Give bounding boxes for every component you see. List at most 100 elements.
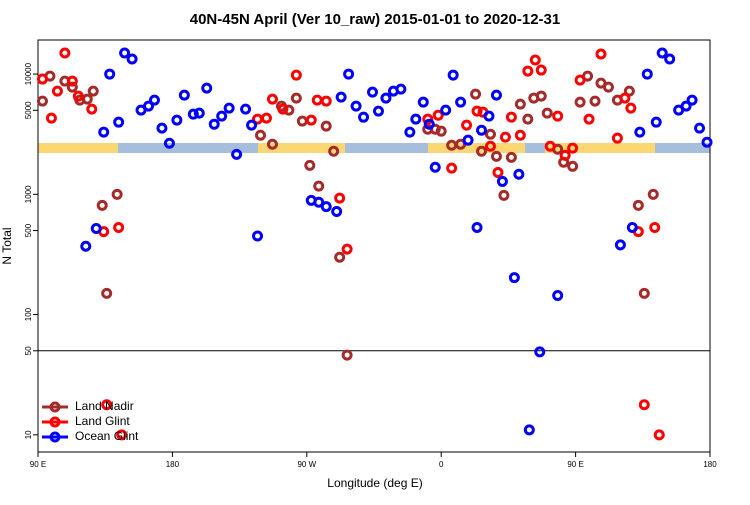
- point: [514, 129, 526, 141]
- point: [66, 81, 78, 93]
- point: [156, 122, 168, 134]
- x-tick-label: 90 E: [567, 460, 583, 469]
- point: [334, 192, 346, 204]
- point: [266, 93, 278, 105]
- point: [638, 287, 650, 299]
- point: [231, 148, 243, 160]
- point: [694, 122, 706, 134]
- point: [187, 108, 199, 120]
- point: [341, 243, 353, 255]
- point: [266, 138, 278, 150]
- point: [664, 53, 676, 65]
- point: [476, 145, 488, 157]
- point: [404, 126, 416, 138]
- point: [552, 110, 564, 122]
- point: [650, 116, 662, 128]
- x-tick-label: 90 E: [30, 460, 46, 469]
- point: [625, 102, 637, 114]
- point: [90, 222, 102, 234]
- point: [535, 90, 547, 102]
- point: [626, 221, 638, 233]
- point: [529, 54, 541, 66]
- point: [87, 85, 99, 97]
- point: [535, 64, 547, 76]
- point: [101, 399, 113, 411]
- point: [304, 159, 316, 171]
- legend-marker: [49, 401, 61, 413]
- point: [66, 75, 78, 87]
- point: [471, 105, 483, 117]
- point: [476, 124, 488, 136]
- point: [619, 92, 631, 104]
- point: [341, 349, 353, 361]
- legend-marker: [49, 416, 61, 428]
- point: [552, 290, 564, 302]
- point: [440, 104, 452, 116]
- point: [484, 128, 496, 140]
- point: [490, 89, 502, 101]
- point: [335, 91, 347, 103]
- point: [208, 118, 220, 130]
- point: [104, 68, 116, 80]
- point: [334, 251, 346, 263]
- point: [589, 95, 601, 107]
- point: [116, 429, 128, 441]
- point: [686, 94, 698, 106]
- point: [602, 81, 614, 93]
- point: [559, 149, 571, 161]
- point: [45, 112, 57, 124]
- y-tick-label: 10000: [24, 62, 33, 85]
- point: [513, 168, 525, 180]
- point: [111, 188, 123, 200]
- point: [96, 199, 108, 211]
- point: [36, 73, 48, 85]
- y-tick-label: 50: [24, 346, 33, 355]
- point: [484, 140, 496, 152]
- point: [483, 110, 495, 122]
- point: [423, 118, 435, 130]
- point: [80, 240, 92, 252]
- point: [328, 145, 340, 157]
- point: [595, 48, 607, 60]
- point: [163, 137, 175, 149]
- point: [447, 69, 459, 81]
- point: [143, 100, 155, 112]
- point: [455, 96, 467, 108]
- point: [290, 92, 302, 104]
- point: [223, 102, 235, 114]
- point: [470, 88, 482, 100]
- point: [148, 94, 160, 106]
- point: [583, 113, 595, 125]
- point: [498, 189, 510, 201]
- point: [499, 131, 511, 143]
- y-tick-label: 100: [24, 307, 33, 321]
- point: [505, 151, 517, 163]
- point: [86, 103, 98, 115]
- point: [534, 346, 546, 358]
- plot-frame: [37, 39, 711, 453]
- point: [98, 126, 110, 138]
- point: [201, 82, 213, 94]
- point: [252, 230, 264, 242]
- point: [246, 119, 258, 131]
- land-strip: [38, 143, 118, 153]
- point: [471, 221, 483, 233]
- point: [632, 199, 644, 211]
- x-tick-label: 90 W: [297, 460, 316, 469]
- point: [305, 114, 317, 126]
- point: [260, 112, 272, 124]
- point: [240, 103, 252, 115]
- point: [119, 47, 131, 59]
- point: [680, 100, 692, 112]
- point: [701, 136, 713, 148]
- ocean-strip: [38, 143, 710, 153]
- point: [492, 166, 504, 178]
- point: [350, 100, 362, 112]
- point: [171, 114, 183, 126]
- y-tick-label: 500: [24, 223, 33, 237]
- point: [358, 111, 370, 123]
- point: [429, 161, 441, 173]
- y-tick-label: 10: [24, 430, 33, 439]
- point: [496, 175, 508, 187]
